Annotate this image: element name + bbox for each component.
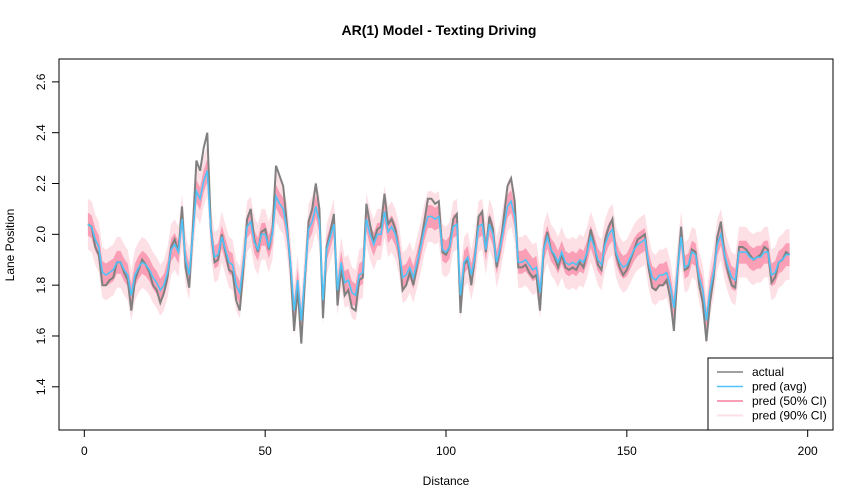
y-tick-label: 2.4 — [34, 124, 48, 141]
x-tick-label: 50 — [258, 444, 272, 458]
y-tick-label: 1.4 — [34, 378, 48, 395]
ci-bands — [87, 145, 790, 347]
y-tick-label: 2.2 — [34, 175, 48, 192]
x-tick-label: 100 — [436, 444, 456, 458]
legend-box — [707, 357, 834, 431]
legend-label-pred_avg: pred (avg) — [752, 380, 807, 394]
x-tick-label: 0 — [81, 444, 88, 458]
legend-label-ci50: pred (50% CI) — [752, 394, 827, 408]
ci90-band — [87, 145, 790, 347]
x-tick-label: 150 — [617, 444, 637, 458]
x-tick-label: 200 — [798, 444, 818, 458]
y-tick-label: 1.8 — [34, 276, 48, 293]
chart-title: AR(1) Model - Texting Driving — [342, 22, 537, 38]
pred-avg-line — [87, 170, 790, 321]
y-axis-label: Lane Position — [3, 209, 17, 282]
legend-label-actual: actual — [752, 365, 784, 379]
series-lines — [87, 132, 791, 344]
y-tick-label: 1.6 — [34, 327, 48, 344]
y-tick-label: 2.6 — [34, 73, 48, 90]
y-axis: 1.4 1.6 1.8 2.0 2.2 2.4 2.6 — [34, 73, 60, 395]
actual-line — [87, 132, 791, 344]
legend-label-ci90: pred (90% CI) — [752, 409, 827, 423]
x-axis-label: Distance — [423, 474, 470, 488]
y-tick-label: 2.0 — [34, 226, 48, 243]
x-axis: 0 50 100 150 200 — [81, 429, 818, 458]
